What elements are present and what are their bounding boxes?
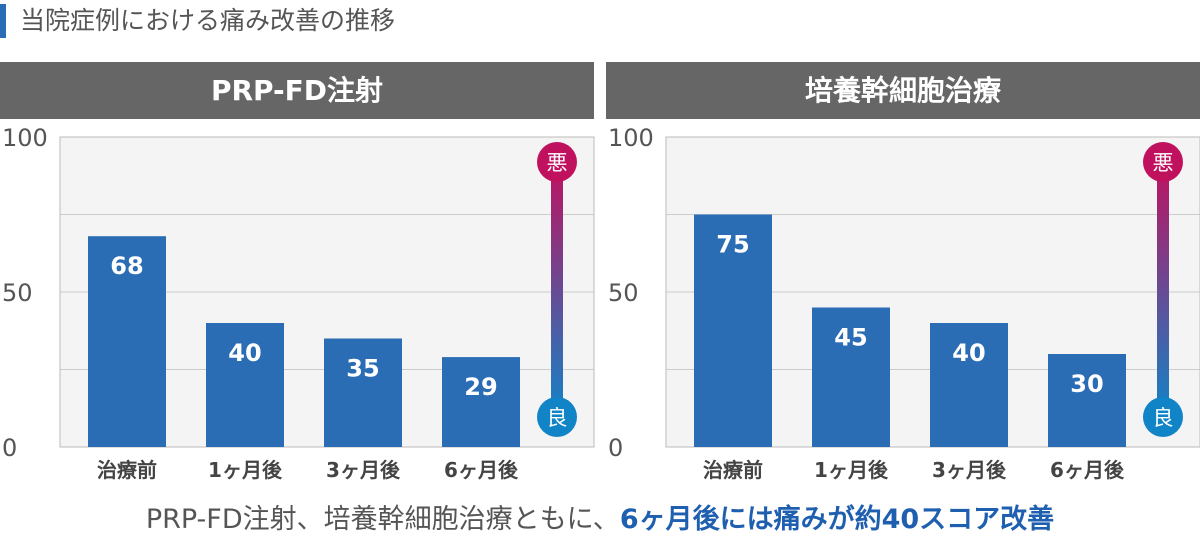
- bar: [442, 357, 520, 447]
- pain-scale-good-label: 良: [1153, 406, 1174, 430]
- x-tick-label: 6ヶ月後: [1050, 458, 1125, 482]
- bar: [88, 236, 166, 447]
- bar: [1048, 354, 1126, 447]
- data-label: 75: [716, 231, 749, 259]
- data-label: 45: [834, 324, 867, 352]
- y-tick-label: 0: [2, 434, 17, 462]
- data-label: 68: [110, 252, 143, 280]
- x-tick-label: 1ヶ月後: [208, 458, 283, 482]
- x-tick-label: 3ヶ月後: [932, 458, 1007, 482]
- pain-scale-good-marker: [537, 397, 577, 437]
- x-tick-label: 6ヶ月後: [444, 458, 519, 482]
- y-tick-label: 100: [608, 124, 654, 152]
- bar-chart-stem-cell: 0 50 100 75 治療前 45 1ヶ月後 40 3ヶ月後 30 6ヶ月後 悪良: [608, 124, 1200, 482]
- y-tick-label: 50: [608, 279, 639, 307]
- bar-chart-prp-fd: 0 50 100 68 治療前 40 1ヶ月後 35 3ヶ月後 29 6ヶ月後 悪良: [2, 124, 595, 482]
- bar: [694, 214, 772, 447]
- summary-caption: PRP-FD注射、培養幹細胞治療ともに、6ヶ月後には痛みが約40スコア改善: [0, 500, 1200, 540]
- x-tick-label: 3ヶ月後: [326, 458, 401, 482]
- bar: [206, 323, 284, 447]
- summary-caption-highlight: 6ヶ月後には痛みが約40スコア改善: [619, 504, 1055, 535]
- data-label: 35: [346, 355, 379, 383]
- chart-panel-stem-cell: 培養幹細胞治療 0 50 100 75 治療前 45 1ヶ月後 40 3ヶ月後 30 6ヶ月後 悪良: [606, 62, 1200, 492]
- y-tick-label: 50: [2, 279, 33, 307]
- x-tick-label: 治療前: [703, 458, 763, 482]
- bar: [324, 338, 402, 447]
- pain-scale-bar: [1157, 162, 1169, 417]
- data-label: 29: [464, 373, 497, 401]
- pain-scale-bad-label: 悪: [547, 151, 568, 175]
- pain-scale-bad-label: 悪: [1153, 151, 1174, 175]
- pain-scale-bar: [551, 162, 563, 417]
- x-tick-label: 治療前: [97, 458, 157, 482]
- page-title: 当院症例における痛み改善の推移: [0, 4, 395, 38]
- data-label: 40: [952, 339, 985, 367]
- bar: [930, 323, 1008, 447]
- chart-panel-prp-fd: PRP-FD注射 0 50 100 68 治療前 40 1ヶ月後 35 3ヶ月後 29 6ヶ月後 悪良: [0, 62, 595, 492]
- summary-caption-text: PRP-FD注射、培養幹細胞治療ともに、: [145, 504, 620, 535]
- chart-title: PRP-FD注射: [0, 62, 594, 119]
- pain-scale-bad-marker: [537, 142, 577, 182]
- data-label: 40: [228, 339, 261, 367]
- y-tick-label: 0: [608, 434, 623, 462]
- y-tick-label: 100: [2, 124, 48, 152]
- pain-scale-good-marker: [1143, 397, 1183, 437]
- data-label: 30: [1070, 370, 1103, 398]
- chart-title: 培養幹細胞治療: [606, 62, 1200, 119]
- bar: [812, 307, 890, 447]
- pain-scale-bad-marker: [1143, 142, 1183, 182]
- pain-scale-good-label: 良: [547, 406, 568, 430]
- x-tick-label: 1ヶ月後: [814, 458, 889, 482]
